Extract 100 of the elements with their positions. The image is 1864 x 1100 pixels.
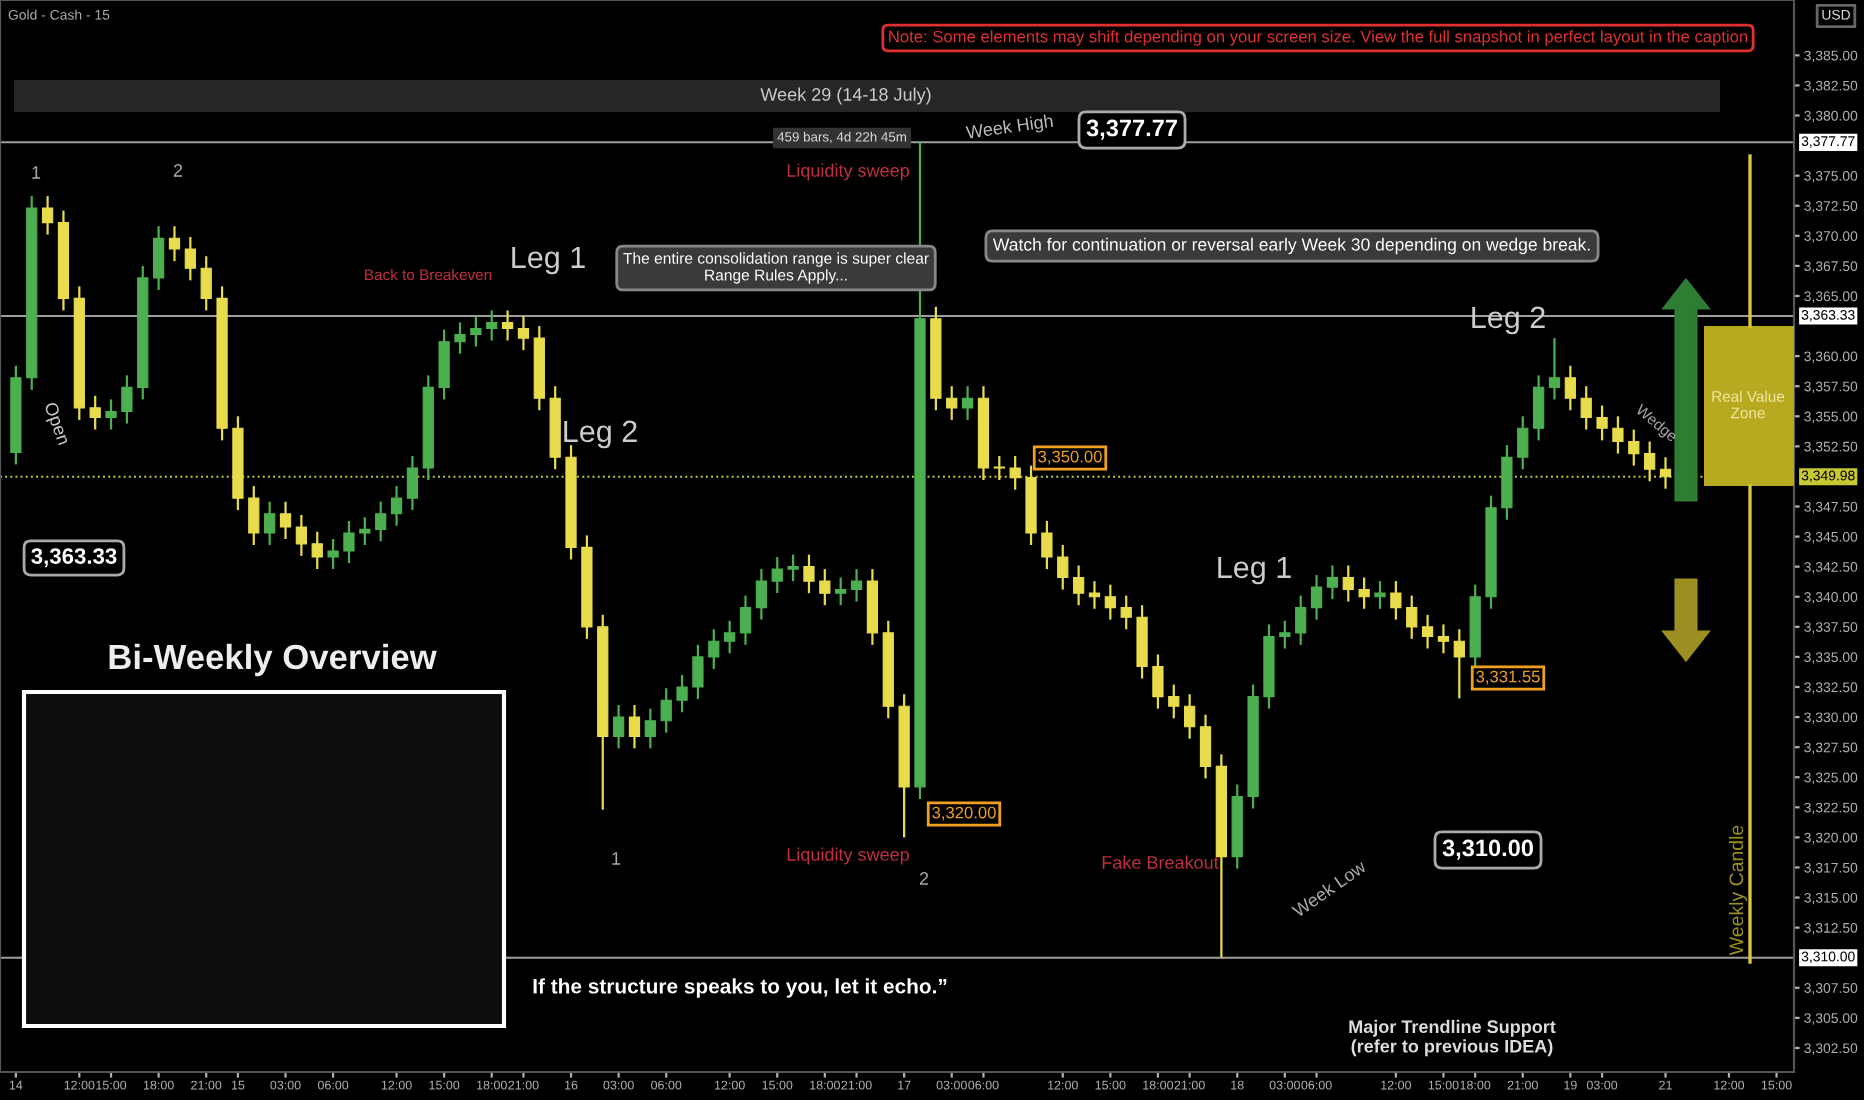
candlestick — [1342, 564, 1354, 603]
annotation: Open — [40, 401, 71, 447]
candlestick — [771, 555, 783, 595]
candlestick — [1295, 594, 1307, 646]
candlestick — [1057, 543, 1069, 591]
candlestick — [406, 454, 419, 512]
candlestick — [1421, 613, 1434, 650]
candlestick — [152, 225, 165, 292]
annotation: Leg 1 — [512, 246, 585, 275]
annotation: 3,377.77 — [1086, 119, 1177, 140]
candlestick — [1104, 583, 1116, 621]
candlestick — [454, 321, 466, 355]
annotation: Weekly Candle — [1728, 825, 1748, 956]
candlestick — [961, 385, 974, 422]
candlestick — [1628, 428, 1640, 467]
candlestick — [1453, 628, 1465, 700]
candlestick — [1532, 374, 1545, 442]
candlestick — [1580, 385, 1592, 431]
annotation: Bi-Weekly Overview — [109, 643, 437, 677]
candlestick — [1548, 336, 1561, 401]
annotation: Liquidity sweep — [787, 847, 909, 865]
candlestick — [1596, 404, 1608, 442]
candlestick — [327, 537, 339, 571]
candlestick — [184, 235, 196, 282]
candlestick — [1184, 693, 1196, 740]
candlestick — [390, 484, 403, 527]
candlestick — [1564, 364, 1576, 412]
candlestick — [660, 687, 672, 734]
annotation: Major Trendline Support (refer to previous IDEA) — [1349, 1019, 1556, 1057]
candlestick — [787, 553, 799, 583]
candlestick — [724, 619, 736, 655]
candlestick — [1406, 594, 1418, 640]
candlestick — [438, 328, 450, 401]
candlestick — [1279, 619, 1291, 650]
candlestick — [1168, 683, 1180, 720]
candlestick — [1120, 594, 1132, 631]
candlestick — [295, 513, 308, 557]
candlestick — [1152, 653, 1164, 710]
candlestick — [1437, 623, 1450, 655]
annotation: 3,320.00 — [932, 806, 996, 821]
candlestick — [1009, 454, 1021, 491]
candlestick — [311, 530, 323, 571]
annotation: 1 — [32, 166, 41, 179]
candlestick — [1517, 415, 1529, 471]
candlestick — [993, 454, 1005, 482]
candlestick — [692, 643, 704, 701]
annotation: 2 — [919, 872, 929, 885]
annotation: Leg 1 — [1218, 556, 1291, 585]
candlestick — [676, 673, 688, 714]
annotation: 3,310.00 — [1442, 839, 1533, 860]
candlestick — [644, 707, 656, 750]
annotation: 2 — [173, 164, 183, 177]
candlestick — [1041, 519, 1053, 571]
candlestick — [200, 255, 212, 312]
candlestick — [946, 385, 958, 422]
candlestick — [279, 500, 292, 541]
candlestick — [121, 374, 133, 425]
candlestick — [517, 315, 530, 352]
annotation: Fake Breakout — [1102, 855, 1219, 869]
annotation: Watch for continuation or reversal early Week 30 depending on wedge break. — [992, 237, 1590, 255]
candlestick — [89, 394, 101, 431]
annotation: Leg 2 — [564, 420, 637, 449]
candlestick — [1310, 573, 1323, 621]
annotation: Note: Some elements may shift depending on your screen size. View the full snapshot in perfect layout in the caption — [889, 30, 1748, 46]
candlestick — [1612, 415, 1624, 455]
candlestick — [628, 703, 641, 750]
annotation: 3,350.00 — [1038, 450, 1102, 465]
annotation: 1 — [612, 852, 621, 865]
candlestick — [343, 519, 355, 565]
annotation: Week High — [965, 113, 1054, 143]
candlestick — [819, 567, 831, 607]
candlestick — [1358, 576, 1370, 610]
candlestick — [1390, 580, 1402, 621]
candlestick — [1199, 713, 1212, 780]
candlestick — [41, 195, 54, 236]
candlestick — [739, 594, 752, 646]
candlestick — [486, 309, 498, 342]
candlestick — [755, 567, 768, 621]
candlestick — [105, 398, 117, 431]
candlestick — [708, 628, 720, 671]
annotation: 3,363.33 — [31, 548, 117, 568]
candlestick — [850, 567, 863, 603]
candlestick — [1374, 580, 1386, 610]
candlestick — [359, 516, 371, 547]
candlestick — [1088, 580, 1101, 610]
candlestick — [1659, 456, 1672, 490]
candlestick — [264, 500, 276, 547]
annotation: If the structure speaks to you, let it echo.” — [533, 978, 947, 998]
candlestick — [501, 309, 514, 342]
annotation: Week 29 (14-18 July) — [760, 87, 931, 105]
candlestick — [835, 576, 847, 607]
candlestick — [375, 500, 387, 543]
candlestick — [470, 315, 482, 348]
candlestick — [1326, 564, 1339, 601]
candlestick — [612, 703, 625, 750]
candlestick — [803, 553, 815, 595]
candlestick — [168, 225, 181, 263]
annotation: Liquidity sweep — [787, 163, 909, 181]
candlestick — [248, 484, 260, 547]
annotation: 3,331.55 — [1476, 670, 1540, 685]
